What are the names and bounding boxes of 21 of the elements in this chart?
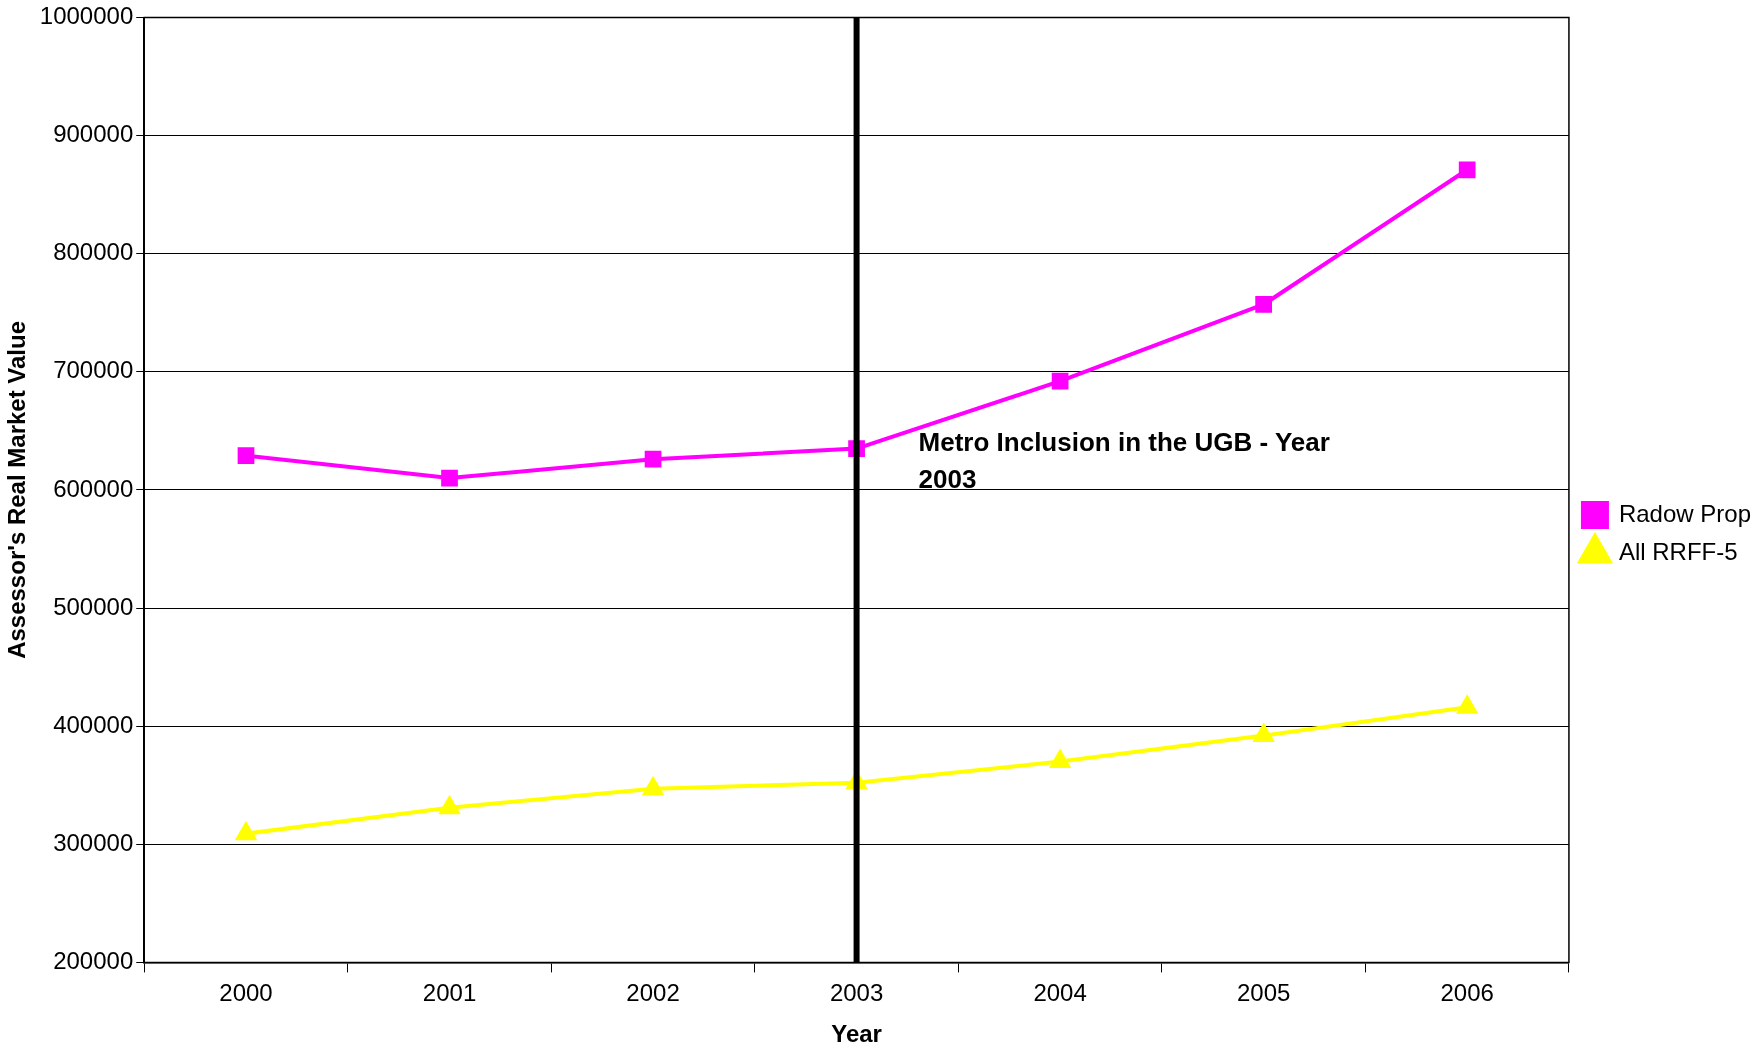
y-tick-label: 600000 <box>53 474 134 502</box>
y-tick-label: 1000000 <box>39 2 134 30</box>
y-tick-label: 800000 <box>53 238 134 266</box>
x-tick-label: 2000 <box>219 979 273 1007</box>
y-tick-label: 300000 <box>53 828 134 856</box>
annotation: Metro Inclusion in the UGB - Year 2003 <box>918 427 1330 495</box>
y-tick-label: 700000 <box>53 356 134 384</box>
x-tick-label: 2001 <box>422 979 477 1007</box>
y-tick-label: 900000 <box>53 120 134 148</box>
x-tick-label: 2006 <box>1440 979 1494 1007</box>
x-axis-title: Year <box>831 1020 882 1048</box>
legend-label: All RRFF-5 <box>1618 537 1738 565</box>
x-tick-label: 2005 <box>1236 979 1291 1007</box>
y-tick-label: 400000 <box>53 710 134 738</box>
x-tick-label: 2002 <box>626 979 680 1007</box>
x-tick-label: 2003 <box>829 979 884 1007</box>
y-tick-label: 500000 <box>53 592 134 620</box>
y-tick-label: 200000 <box>53 947 134 975</box>
legend-label: Radow Prop <box>1618 499 1752 527</box>
x-tick-label: 2004 <box>1033 979 1087 1007</box>
y-axis-title: Assessor's Real Market Value <box>3 320 31 659</box>
